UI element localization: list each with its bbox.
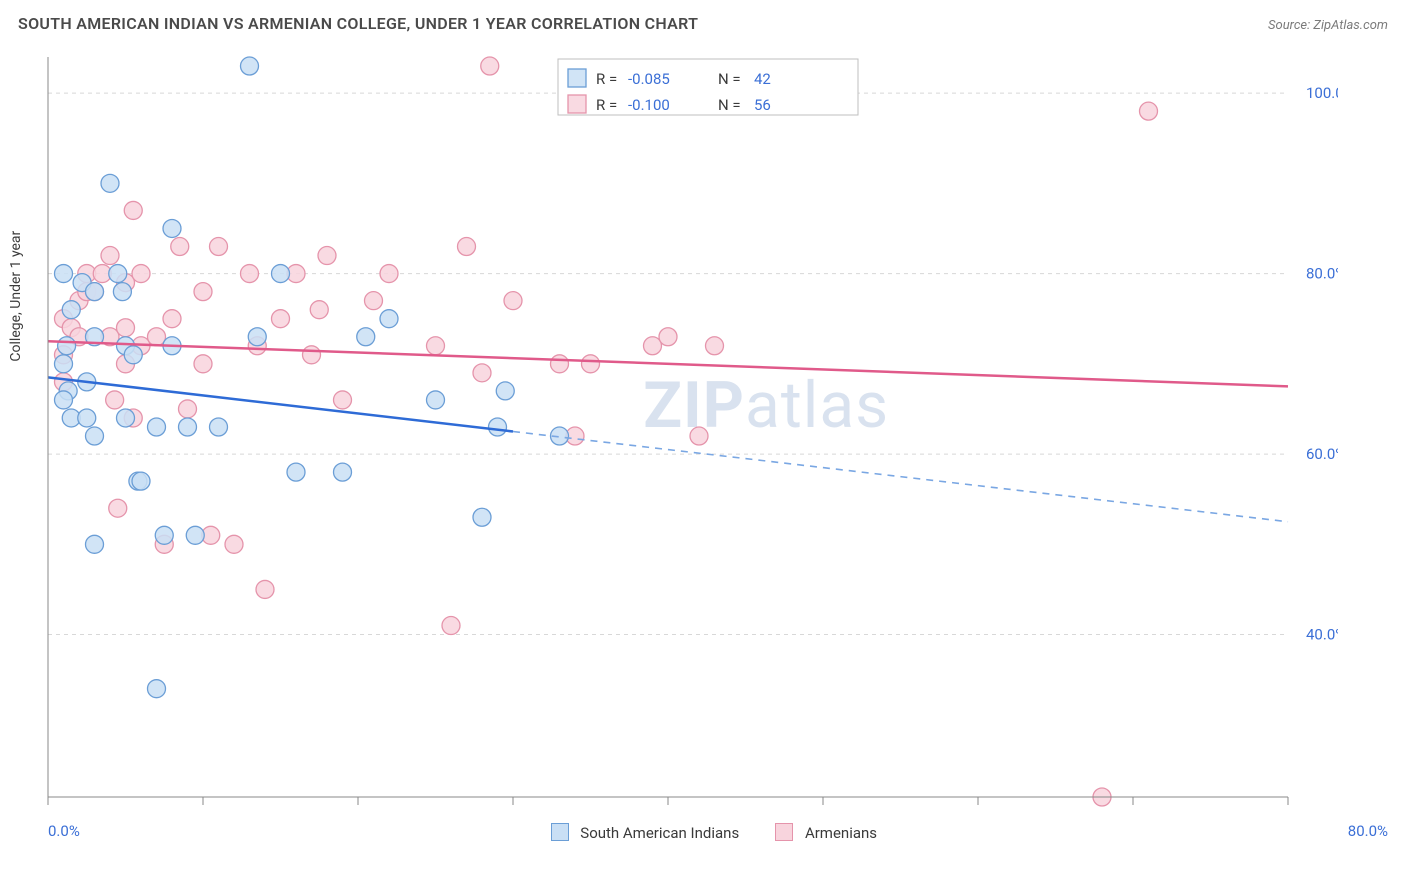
data-point — [148, 680, 166, 698]
legend-swatch-pink — [775, 823, 793, 841]
y-tick-label: 60.0% — [1306, 445, 1338, 463]
legend-swatch — [568, 69, 586, 87]
y-axis-label: College, Under 1 year — [8, 231, 24, 362]
legend-swatch — [568, 95, 586, 113]
data-point — [124, 346, 142, 364]
data-point — [109, 499, 127, 517]
data-point — [113, 283, 131, 301]
data-point — [225, 535, 243, 553]
data-point — [86, 535, 104, 553]
data-point — [55, 391, 73, 409]
x-axis-min-label: 0.0% — [48, 822, 80, 840]
legend-item-pink: Armenians — [775, 823, 877, 842]
y-tick-label: 40.0% — [1306, 626, 1338, 644]
data-point — [132, 265, 150, 283]
legend-n-label: N = — [718, 70, 741, 88]
chart-source: Source: ZipAtlas.com — [1268, 18, 1388, 33]
data-point — [124, 201, 142, 219]
data-point — [551, 355, 569, 373]
data-point — [55, 265, 73, 283]
data-point — [380, 265, 398, 283]
legend-swatch-blue — [551, 823, 569, 841]
data-point — [365, 292, 383, 310]
data-point — [109, 265, 127, 283]
data-point — [163, 219, 181, 237]
y-tick-label: 100.0% — [1306, 84, 1338, 102]
data-point — [194, 355, 212, 373]
data-point — [427, 391, 445, 409]
trend-line-blue-ext — [513, 432, 1288, 522]
data-point — [210, 418, 228, 436]
legend-label-pink: Armenians — [805, 824, 877, 842]
data-point — [117, 319, 135, 337]
data-point — [310, 301, 328, 319]
chart-area: College, Under 1 year 40.0%60.0%80.0%100… — [18, 47, 1388, 807]
data-point — [504, 292, 522, 310]
data-point — [101, 247, 119, 265]
scatter-chart: 40.0% 60.0% 80.0% 100.0% ZIPatlas R = -0.085 N … — [18, 47, 1338, 807]
data-point — [473, 364, 491, 382]
data-point — [117, 409, 135, 427]
data-point — [78, 409, 96, 427]
y-tick-label: 80.0% — [1306, 265, 1338, 283]
data-point — [148, 418, 166, 436]
data-point — [62, 301, 80, 319]
data-point — [256, 580, 274, 598]
data-point — [179, 418, 197, 436]
legend-label-blue: South American Indians — [580, 824, 739, 842]
data-point — [1140, 102, 1158, 120]
data-point — [690, 427, 708, 445]
data-point — [318, 247, 336, 265]
data-point — [241, 265, 259, 283]
data-point — [357, 328, 375, 346]
data-point — [496, 382, 514, 400]
data-point — [489, 418, 507, 436]
legend-r-value: -0.100 — [628, 96, 670, 114]
legend-n-value: 42 — [754, 70, 771, 88]
data-point — [186, 526, 204, 544]
data-point — [334, 463, 352, 481]
legend-r-value: -0.085 — [628, 70, 670, 88]
watermark: ZIPatlas — [643, 368, 889, 443]
data-point — [86, 427, 104, 445]
data-point — [272, 310, 290, 328]
data-point — [442, 617, 460, 635]
data-point — [659, 328, 677, 346]
data-point — [473, 508, 491, 526]
data-point — [706, 337, 724, 355]
data-point — [248, 328, 266, 346]
bottom-legend: South American Indians Armenians — [551, 819, 877, 842]
data-point — [132, 472, 150, 490]
data-point — [194, 283, 212, 301]
data-point — [380, 310, 398, 328]
data-point — [106, 391, 124, 409]
data-point — [210, 238, 228, 256]
data-point — [458, 238, 476, 256]
data-point — [179, 400, 197, 418]
data-point — [427, 337, 445, 355]
data-point — [481, 57, 499, 75]
data-point — [582, 355, 600, 373]
data-point — [163, 310, 181, 328]
data-point — [58, 337, 76, 355]
legend-n-value: 56 — [754, 96, 771, 114]
x-axis-max-label: 80.0% — [1348, 822, 1388, 840]
data-point — [303, 346, 321, 364]
data-point — [171, 238, 189, 256]
data-point — [155, 526, 173, 544]
data-point — [241, 57, 259, 75]
legend-r-label: R = — [596, 70, 617, 88]
chart-title: SOUTH AMERICAN INDIAN VS ARMENIAN COLLEG… — [18, 14, 698, 33]
legend-item-blue: South American Indians — [551, 823, 740, 842]
data-point — [55, 355, 73, 373]
data-point — [86, 283, 104, 301]
legend-n-label: N = — [718, 96, 741, 114]
data-point — [272, 265, 290, 283]
data-point — [287, 463, 305, 481]
data-point — [101, 174, 119, 192]
data-point — [334, 391, 352, 409]
legend-r-label: R = — [596, 96, 617, 114]
